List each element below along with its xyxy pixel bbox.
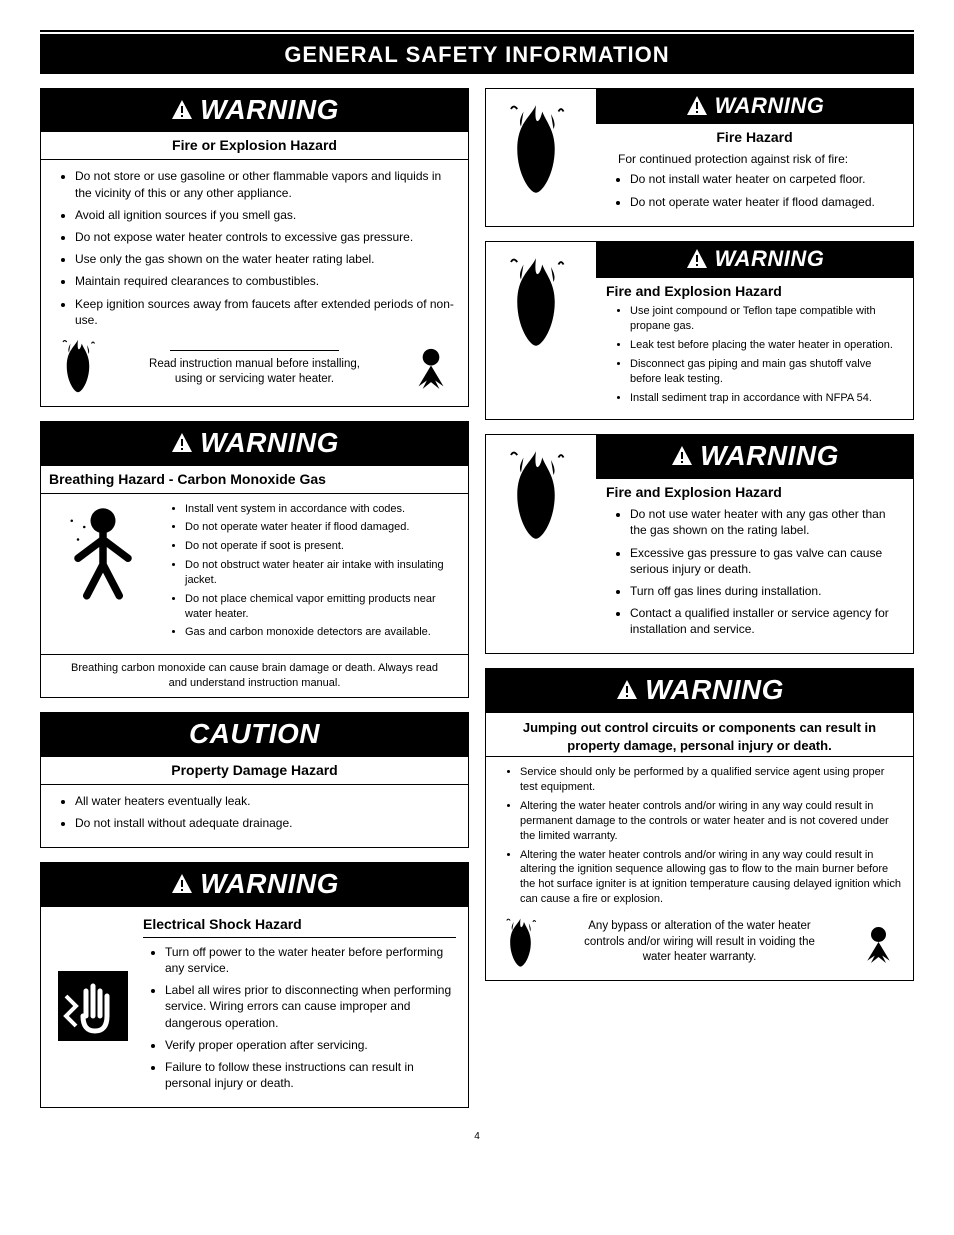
warning-header: WARNING — [486, 669, 913, 713]
flame-icon — [496, 99, 576, 199]
bullet: Do not store or use gasoline or other fl… — [75, 168, 456, 200]
flame-icon — [53, 336, 103, 396]
warning-header: WARNING — [41, 422, 468, 466]
bullet: All water heaters eventually leak. — [75, 793, 456, 809]
bullet: Service should only be performed by a qu… — [520, 765, 901, 795]
bullet: Avoid all ignition sources if you smell … — [75, 207, 456, 223]
bullet: Gas and carbon monoxide detectors are av… — [185, 625, 456, 640]
bullet: Do not use water heater with any gas oth… — [630, 506, 901, 538]
flame-icon — [496, 252, 576, 352]
warning-subhead: Fire Hazard — [596, 124, 913, 151]
bullet: Do not operate water heater if flood dam… — [185, 520, 456, 535]
burst-icon — [406, 338, 456, 393]
alert-icon — [615, 678, 639, 702]
shock-hand-icon — [58, 971, 128, 1041]
warning-subhead: Jumping out control circuits or componen… — [486, 713, 913, 756]
alert-icon — [685, 247, 709, 271]
warning-header: WARNING — [41, 863, 468, 907]
bullet: Do not install without adequate drainage… — [75, 815, 456, 831]
bullet: Install sediment trap in accordance with… — [630, 391, 901, 406]
warning-header: WARNING — [41, 89, 468, 133]
warning-control-circuits: WARNING Jumping out control circuits or … — [485, 668, 914, 980]
warning-fire-explosion-2: WARNING Fire and Explosion Hazard Use jo… — [485, 241, 914, 421]
bullet: Use joint compound or Teflon tape compat… — [630, 304, 901, 334]
intro-text: For continued protection against risk of… — [608, 151, 901, 167]
bullet: Do not operate water heater if flood dam… — [630, 194, 901, 210]
bullet: Turn off power to the water heater befor… — [165, 944, 456, 976]
warning-subhead: Fire and Explosion Hazard — [596, 479, 913, 506]
bullet: Do not install water heater on carpeted … — [630, 171, 901, 187]
warning-electrical: WARNING Electrical Shock Hazard Turn off… — [40, 862, 469, 1108]
page-title: GENERAL SAFETY INFORMATION — [40, 34, 914, 74]
bullet: Excessive gas pressure to gas valve can … — [630, 545, 901, 577]
bullet: Verify proper operation after servicing. — [165, 1037, 456, 1053]
warning-fire-explosion-3: WARNING Fire and Explosion Hazard Do not… — [485, 434, 914, 654]
warning-fire-hazard: WARNING Fire Hazard For continued protec… — [485, 88, 914, 227]
bullet: Altering the water heater controls and/o… — [520, 848, 901, 907]
bullet: Failure to follow these instructions can… — [165, 1059, 456, 1091]
warranty-note: Any bypass or alteration of the water he… — [553, 919, 846, 966]
bullet: Maintain required clearances to combusti… — [75, 273, 456, 289]
warning-footer: Breathing carbon monoxide can cause brai… — [41, 654, 468, 697]
warning-header: WARNING — [596, 89, 913, 125]
alert-icon — [170, 872, 194, 896]
caution-property: CAUTION Property Damage Hazard All water… — [40, 712, 469, 848]
caution-subhead: Property Damage Hazard — [41, 757, 468, 785]
bullet: Keep ignition sources away from faucets … — [75, 296, 456, 328]
alert-icon — [670, 444, 694, 468]
instruction-note: Read instruction manual before installin… — [113, 357, 396, 388]
flame-icon — [496, 445, 576, 545]
warning-subhead: Fire and Explosion Hazard — [596, 278, 913, 305]
alert-icon — [170, 98, 194, 122]
page-number: 4 — [40, 1130, 914, 1144]
bullet: Do not place chemical vapor emitting pro… — [185, 592, 456, 622]
bullet: Do not obstruct water heater air intake … — [185, 558, 456, 588]
bullet: Contact a qualified installer or service… — [630, 605, 901, 637]
warning-fire-explosion: WARNING Fire or Explosion Hazard Do not … — [40, 88, 469, 407]
warning-header: WARNING — [596, 242, 913, 278]
bullet: Label all wires prior to disconnecting w… — [165, 982, 456, 1031]
warning-subhead: Breathing Hazard - Carbon Monoxide Gas — [41, 466, 468, 494]
bullet: Install vent system in accordance with c… — [185, 502, 456, 517]
caution-header: CAUTION — [41, 713, 468, 757]
warning-breathing: WARNING Breathing Hazard - Carbon Monoxi… — [40, 421, 469, 698]
person-icon — [58, 502, 148, 602]
bullet: Turn off gas lines during installation. — [630, 583, 901, 599]
bullet: Altering the water heater controls and/o… — [520, 799, 901, 844]
warning-header: WARNING — [596, 435, 913, 479]
alert-icon — [170, 431, 194, 455]
bullet: Leak test before placing the water heate… — [630, 338, 901, 353]
bullet: Do not operate if soot is present. — [185, 539, 456, 554]
bullet: Do not expose water heater controls to e… — [75, 229, 456, 245]
bullet: Disconnect gas piping and main gas shuto… — [630, 357, 901, 387]
warning-subhead: Fire or Explosion Hazard — [41, 132, 468, 160]
warning-subhead: Electrical Shock Hazard — [143, 915, 456, 938]
burst-icon — [856, 917, 901, 967]
bullet: Use only the gas shown on the water heat… — [75, 251, 456, 267]
alert-icon — [685, 94, 709, 118]
flame-icon — [498, 915, 543, 970]
